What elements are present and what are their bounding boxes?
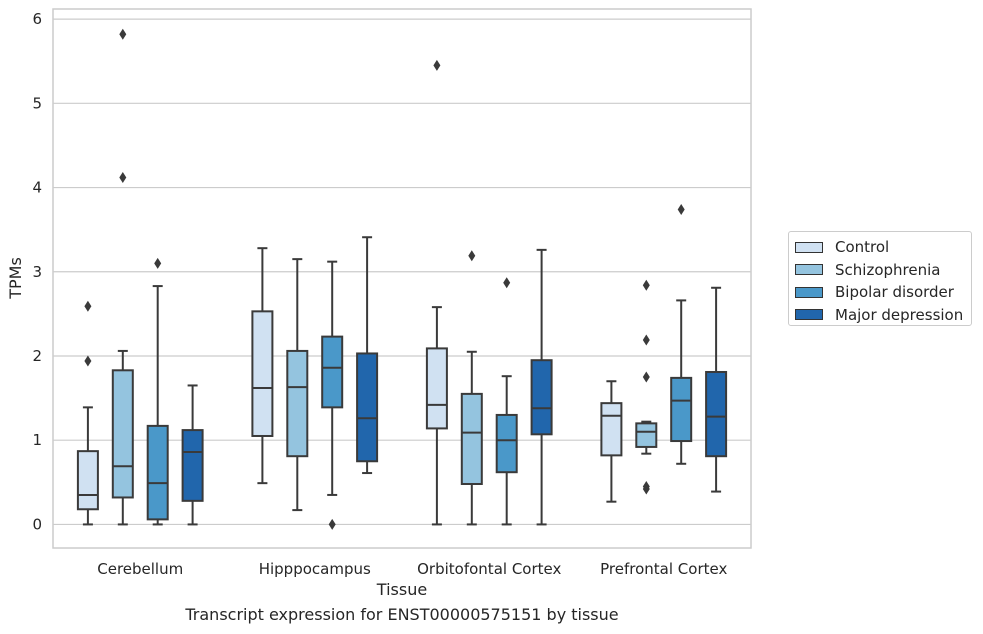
x-tick-label: Orbitofontal Cortex [417,560,561,578]
y-tick-label-3: 3 [32,263,42,281]
x-axis-label: Tissue [376,580,427,599]
legend-item: Bipolar disorder [795,281,971,304]
x-tick-labels: Cerebellum Hipppocampus Orbitofontal Corte… [97,560,727,578]
y-tick-label-1: 1 [32,431,42,449]
box-schizophrenia [635,279,658,495]
box-body [181,429,204,502]
outlier-point [84,300,92,312]
figure-caption: Transcript expression for ENST0000057515… [185,605,619,624]
box-body [321,335,344,409]
box-bipolar-disorder [495,277,518,526]
y-tick-label-5: 5 [32,94,42,112]
box-control [251,247,274,485]
plot-frame [52,8,752,549]
y-tick-label-2: 2 [32,347,42,365]
y-tick-labels: 0 1 2 3 4 5 6 [32,10,42,533]
y-tick-label-4: 4 [32,179,42,197]
box-control [600,380,623,503]
outlier-point [84,355,92,367]
outlier-point [119,28,127,40]
outlier-point [642,481,650,493]
box-body [705,370,728,458]
outlier-point [642,279,650,291]
box-body [425,347,448,430]
box-body [670,376,693,443]
legend-item: Major depression [795,304,971,327]
legend-item: Control [795,236,971,259]
legend-label: Bipolar disorder [835,283,954,302]
box-major-depression [705,286,728,493]
box-control [76,300,99,526]
outlier-point [503,277,511,289]
legend-label: Control [835,238,890,257]
box-bipolar-disorder [146,257,169,526]
box-body [146,424,169,521]
legend-swatch [795,286,823,298]
box-body [76,450,99,511]
box-body [635,422,658,448]
box-schizophrenia [286,258,309,512]
outlier-point [433,59,441,71]
box-major-depression [356,236,379,475]
legend-swatch [795,309,823,321]
outlier-point [468,250,476,262]
box-body [530,359,553,436]
x-tick-label: Cerebellum [97,560,183,578]
box-body [111,369,134,499]
box-bipolar-disorder [321,260,344,530]
legend-item: Schizophrenia [795,259,971,282]
box-body [356,352,379,463]
box-body [460,392,483,485]
box-major-depression [530,248,553,526]
grid-lines [53,18,751,526]
box-major-depression [181,384,204,526]
boxes-layer [76,28,728,530]
box-control [425,59,448,526]
outlier-point [154,257,162,269]
box-body [495,413,518,474]
box-schizophrenia [111,28,134,526]
x-tick-label: Hipppocampus [259,560,371,578]
y-tick-label-0: 0 [32,515,42,533]
box-schizophrenia [460,250,483,526]
x-tick-label: Prefrontal Cortex [600,560,727,578]
outlier-point [642,371,650,383]
outlier-point [677,203,685,215]
box-bipolar-disorder [670,203,693,465]
box-body [286,349,309,458]
legend-label: Major depression [835,305,964,324]
box-body [251,310,274,437]
box-body [600,402,623,457]
legend: Control Schizophrenia Bipolar disorder Majo… [788,231,972,326]
y-axis-label: TPMs [6,257,25,300]
legend-swatch [795,241,823,253]
outlier-point [328,518,336,530]
legend-swatch [795,264,823,276]
legend-label: Schizophrenia [835,260,941,279]
outlier-point [642,334,650,346]
outlier-point [119,171,127,183]
y-tick-label-6: 6 [32,10,42,28]
